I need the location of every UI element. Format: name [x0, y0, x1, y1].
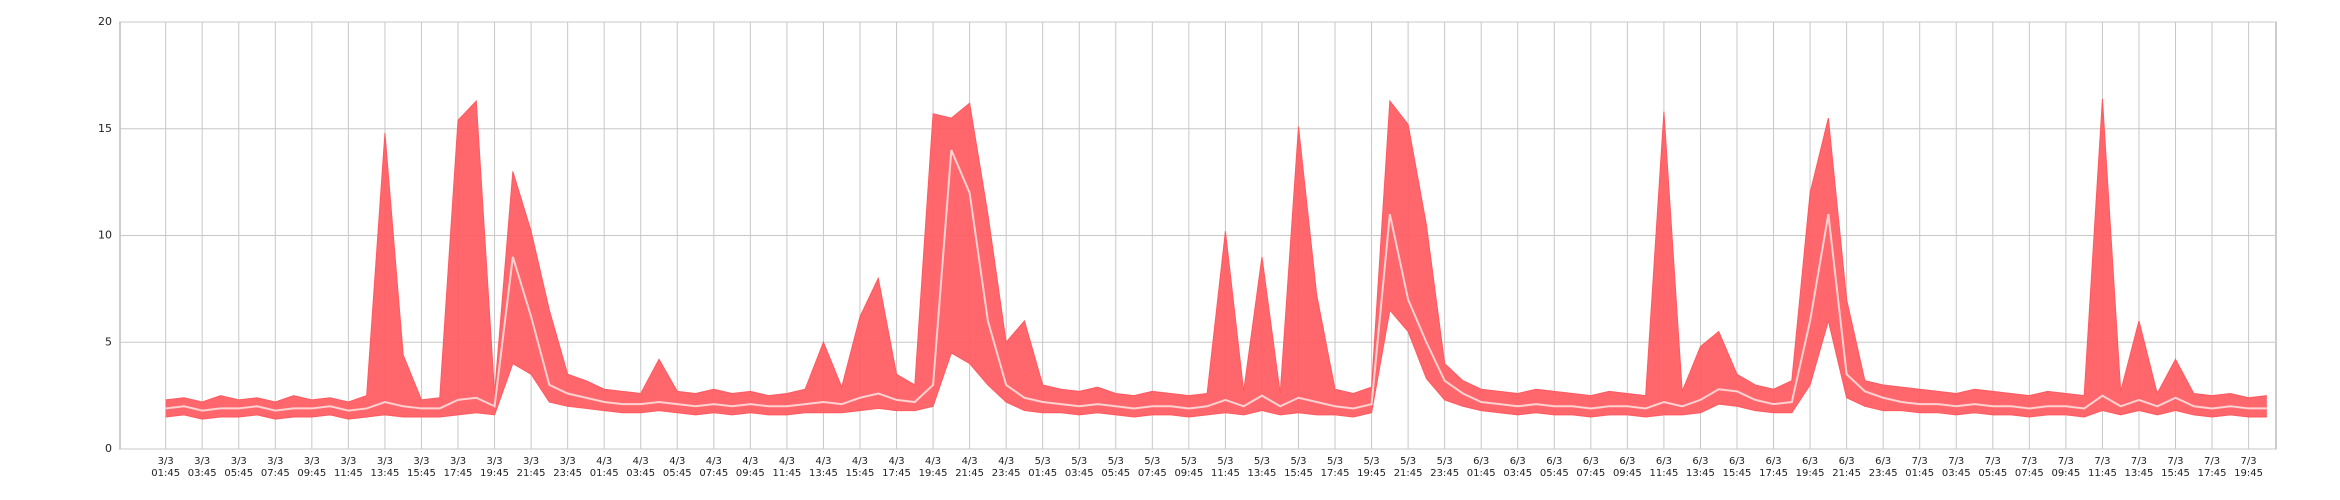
x-tick-label: 5/3 17:45 — [1320, 456, 1350, 479]
x-tick-label: 7/3 07:45 — [2014, 456, 2044, 479]
x-tick-label: 4/3 01:45 — [589, 456, 619, 479]
x-tick-label: 6/3 03:45 — [1503, 456, 1533, 479]
x-tick-label: 4/3 11:45 — [772, 456, 802, 479]
x-tick-label: 3/3 21:45 — [516, 456, 546, 479]
x-tick-label: 3/3 09:45 — [297, 456, 327, 479]
x-tick-label: 5/3 21:45 — [1393, 456, 1423, 479]
x-tick-label: 6/3 13:45 — [1686, 456, 1715, 479]
x-tick-label: 6/3 17:45 — [1759, 456, 1788, 479]
x-tick-label: 7/3 15:45 — [2161, 456, 2190, 479]
x-tick-label: 6/3 23:45 — [1868, 456, 1898, 479]
band-edge — [165, 309, 2267, 420]
band-edge — [165, 98, 2267, 403]
x-tick-label: 6/3 11:45 — [1649, 456, 1679, 479]
x-tick-label: 6/3 01:45 — [1466, 456, 1496, 479]
x-tick-label: 7/3 09:45 — [2051, 456, 2081, 479]
x-tick-label: 3/3 13:45 — [370, 456, 400, 479]
x-tick-label: 6/3 09:45 — [1612, 456, 1642, 479]
x-tick-label: 5/3 19:45 — [1357, 456, 1386, 479]
x-tick-label: 4/3 23:45 — [991, 456, 1021, 479]
x-tick-label: 3/3 03:45 — [187, 456, 217, 479]
median-line — [165, 149, 2267, 412]
x-tick-label: 5/3 05:45 — [1101, 456, 1131, 479]
x-tick-label: 3/3 17:45 — [443, 456, 473, 479]
y-tick-label: 10 — [98, 229, 112, 242]
x-tick-label: 5/3 03:45 — [1064, 456, 1094, 479]
x-tick-label: 3/3 19:45 — [480, 456, 509, 479]
x-tick-label: 7/3 17:45 — [2197, 456, 2227, 479]
y-tick-label: 20 — [98, 15, 112, 28]
x-tick-label: 6/3 05:45 — [1539, 456, 1569, 479]
x-tick-label: 4/3 07:45 — [699, 456, 729, 479]
x-tick-label: 5/3 07:45 — [1137, 456, 1167, 479]
x-tick-label: 5/3 15:45 — [1284, 456, 1313, 479]
x-tick-label: 7/3 13:45 — [2124, 456, 2154, 479]
range-band — [165, 98, 2267, 420]
x-tick-label: 5/3 23:45 — [1430, 456, 1460, 479]
x-tick-label: 4/3 17:45 — [882, 456, 911, 479]
x-tick-label: 3/3 15:45 — [407, 456, 436, 479]
x-tick-label: 4/3 09:45 — [735, 456, 765, 479]
x-tick-label: 4/3 15:45 — [845, 456, 875, 479]
x-tick-label: 4/3 03:45 — [626, 456, 656, 479]
x-tick-label: 3/3 23:45 — [553, 456, 583, 479]
x-tick-label: 3/3 05:45 — [224, 456, 254, 479]
x-tick-label: 4/3 21:45 — [955, 456, 985, 479]
y-tick-label: 5 — [105, 335, 112, 348]
x-tick-label: 6/3 21:45 — [1832, 456, 1862, 479]
x-tick-label: 7/3 19:45 — [2234, 456, 2263, 479]
x-tick-label: 4/3 05:45 — [662, 456, 692, 479]
x-tick-label: 6/3 15:45 — [1722, 456, 1752, 479]
x-tick-label: 3/3 01:45 — [151, 456, 181, 479]
x-tick-label: 4/3 13:45 — [809, 456, 838, 479]
x-tick-label: 5/3 11:45 — [1210, 456, 1240, 479]
y-tick-label: 15 — [98, 122, 112, 135]
x-tick-label: 7/3 11:45 — [2088, 456, 2117, 479]
x-tick-label: 6/3 19:45 — [1795, 456, 1825, 479]
x-tick-label: 5/3 01:45 — [1028, 456, 1058, 479]
x-tick-label: 4/3 19:45 — [918, 456, 948, 479]
x-tick-label: 3/3 11:45 — [333, 456, 363, 479]
x-tick-label: 6/3 07:45 — [1576, 456, 1606, 479]
x-tick-label: 7/3 05:45 — [1978, 456, 2008, 479]
y-tick-label: 0 — [105, 442, 112, 455]
x-tick-label: 7/3 01:45 — [1905, 456, 1935, 479]
x-tick-label: 5/3 13:45 — [1247, 456, 1277, 479]
x-tick-label: 3/3 07:45 — [260, 456, 290, 479]
x-tick-label: 7/3 03:45 — [1941, 456, 1971, 479]
x-tick-label: 5/3 09:45 — [1174, 456, 1204, 479]
